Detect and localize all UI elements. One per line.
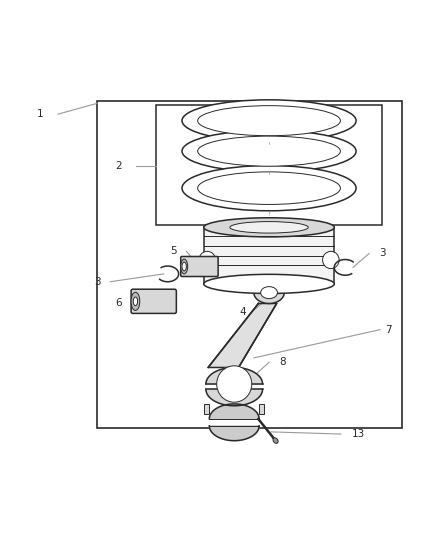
Ellipse shape: [254, 282, 284, 303]
Text: 3: 3: [379, 248, 385, 259]
Bar: [259, 404, 264, 414]
Bar: [156, 106, 382, 225]
Ellipse shape: [217, 366, 252, 402]
Text: 1: 1: [37, 109, 44, 119]
Ellipse shape: [204, 218, 334, 237]
Text: 2: 2: [116, 161, 122, 172]
Ellipse shape: [230, 222, 308, 233]
Text: 5: 5: [170, 246, 177, 256]
Ellipse shape: [182, 130, 356, 172]
Text: 4: 4: [240, 307, 246, 317]
Polygon shape: [206, 389, 262, 406]
Ellipse shape: [133, 297, 138, 305]
Text: 8: 8: [279, 357, 286, 367]
Ellipse shape: [204, 274, 334, 294]
Ellipse shape: [261, 287, 277, 298]
Polygon shape: [209, 404, 259, 419]
Text: 6: 6: [116, 298, 122, 309]
Ellipse shape: [182, 100, 356, 142]
Polygon shape: [208, 303, 277, 367]
Ellipse shape: [273, 438, 278, 443]
Bar: [204, 404, 209, 414]
Ellipse shape: [131, 292, 140, 310]
Ellipse shape: [198, 106, 340, 136]
Ellipse shape: [198, 172, 340, 205]
Polygon shape: [209, 426, 259, 441]
Ellipse shape: [182, 262, 186, 271]
Text: 3: 3: [94, 277, 100, 287]
Text: 13: 13: [352, 429, 365, 439]
FancyBboxPatch shape: [181, 256, 218, 277]
FancyBboxPatch shape: [131, 289, 177, 313]
Ellipse shape: [198, 136, 340, 166]
Bar: [204, 228, 334, 284]
Polygon shape: [206, 367, 262, 384]
Ellipse shape: [322, 252, 339, 269]
Ellipse shape: [199, 252, 215, 269]
Text: 7: 7: [385, 325, 392, 335]
Bar: [97, 101, 402, 427]
Ellipse shape: [181, 259, 187, 274]
Ellipse shape: [182, 166, 356, 211]
